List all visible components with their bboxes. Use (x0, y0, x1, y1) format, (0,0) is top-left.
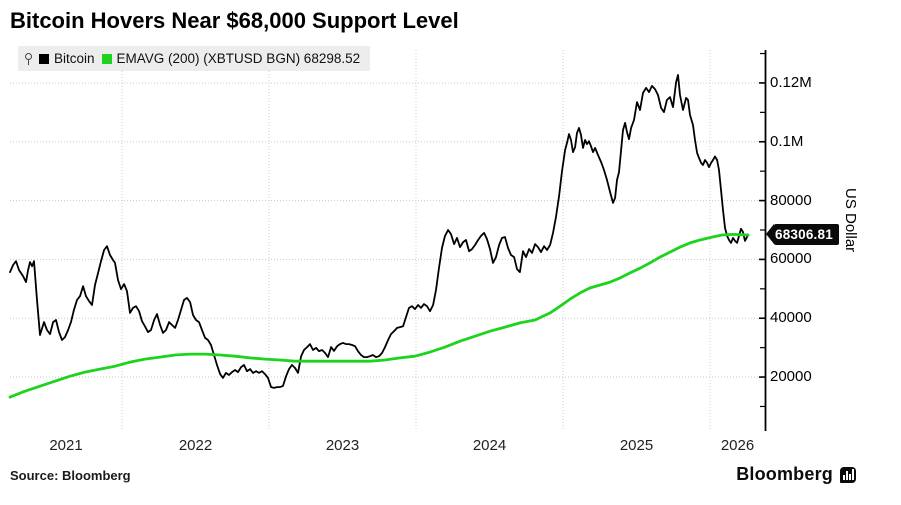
bloomberg-logo-icon (840, 466, 856, 483)
legend[interactable]: Bitcoin EMAVG (200) (XBTUSD BGN) 68298.5… (18, 46, 371, 71)
chart-title: Bitcoin Hovers Near $68,000 Support Leve… (10, 8, 459, 33)
pin-icon[interactable] (24, 52, 32, 66)
x-year-label: 2025 (619, 437, 654, 454)
last-price-badge: 68306.81 (766, 223, 839, 245)
x-year-label: 2022 (178, 437, 213, 454)
source-note: Source: Bloomberg (10, 468, 131, 483)
y-axis-title: US Dollar (842, 188, 859, 253)
last-price-value: 68306.81 (774, 223, 839, 245)
y-tick-label: 60000 (770, 250, 812, 268)
x-year-label: 2024 (472, 437, 507, 454)
bloomberg-logo-text: Bloomberg (736, 464, 833, 484)
emavg-line (8, 232, 750, 399)
y-tick-label: 0.1M (770, 132, 804, 150)
y-tick-label: 80000 (770, 191, 812, 209)
x-year-label: 2026 (720, 437, 755, 454)
emavg-series-label[interactable]: EMAVG (200) (XBTUSD BGN) 68298.52 (116, 51, 361, 66)
bitcoin-series-swatch-icon (39, 53, 49, 64)
x-year-label: 2021 (49, 437, 83, 454)
badge-arrow-icon (766, 224, 774, 245)
bitcoin-price-line (9, 74, 749, 389)
x-year-label: 2023 (325, 437, 360, 454)
y-tick-label: 20000 (770, 368, 812, 386)
emavg-series-swatch-icon (101, 53, 112, 64)
bloomberg-logo: Bloomberg (736, 464, 856, 485)
y-tick-label: 40000 (770, 309, 812, 327)
bitcoin-series-label[interactable]: Bitcoin (54, 51, 95, 66)
y-tick-label: 0.12M (770, 73, 812, 91)
